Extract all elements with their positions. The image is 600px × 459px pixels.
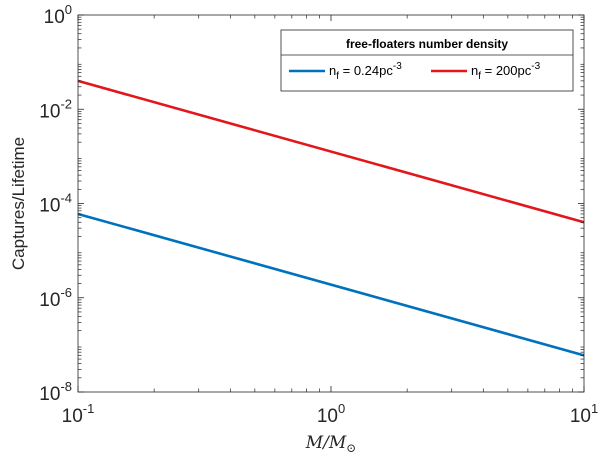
legend-entry-2: nf = 200pc-3 bbox=[471, 61, 541, 82]
y-tick-label-2: 10-6 bbox=[39, 285, 72, 311]
legend-box bbox=[280, 29, 574, 92]
axes: 10-1 100 101 10-8 10-6 10-4 10-2 100 Captures/Li… bbox=[9, 2, 598, 455]
y-tick-label-1: 10-8 bbox=[39, 379, 72, 405]
series-line-2 bbox=[77, 79, 585, 224]
y-tick-label-3: 10-4 bbox=[39, 191, 72, 217]
minor-ticks bbox=[78, 15, 584, 392]
legend-entry-1: nf = 0.24pc-3 bbox=[329, 61, 402, 82]
x-axis-label: M/M⊙ bbox=[305, 433, 357, 455]
y-tick-label-4: 10-2 bbox=[39, 96, 72, 122]
x-tick-label-3: 101 bbox=[570, 401, 598, 427]
legend: free-floaters number density nf = 0.24pc-… bbox=[280, 29, 574, 92]
legend-title: free-floaters number density bbox=[346, 37, 508, 51]
series-line-1 bbox=[77, 212, 585, 357]
y-axis-label: Captures/Lifetime bbox=[9, 137, 28, 270]
y-tick-label-5: 100 bbox=[44, 2, 72, 28]
x-tick-label-2: 100 bbox=[317, 401, 345, 427]
x-tick-label-1: 10-1 bbox=[62, 401, 95, 427]
